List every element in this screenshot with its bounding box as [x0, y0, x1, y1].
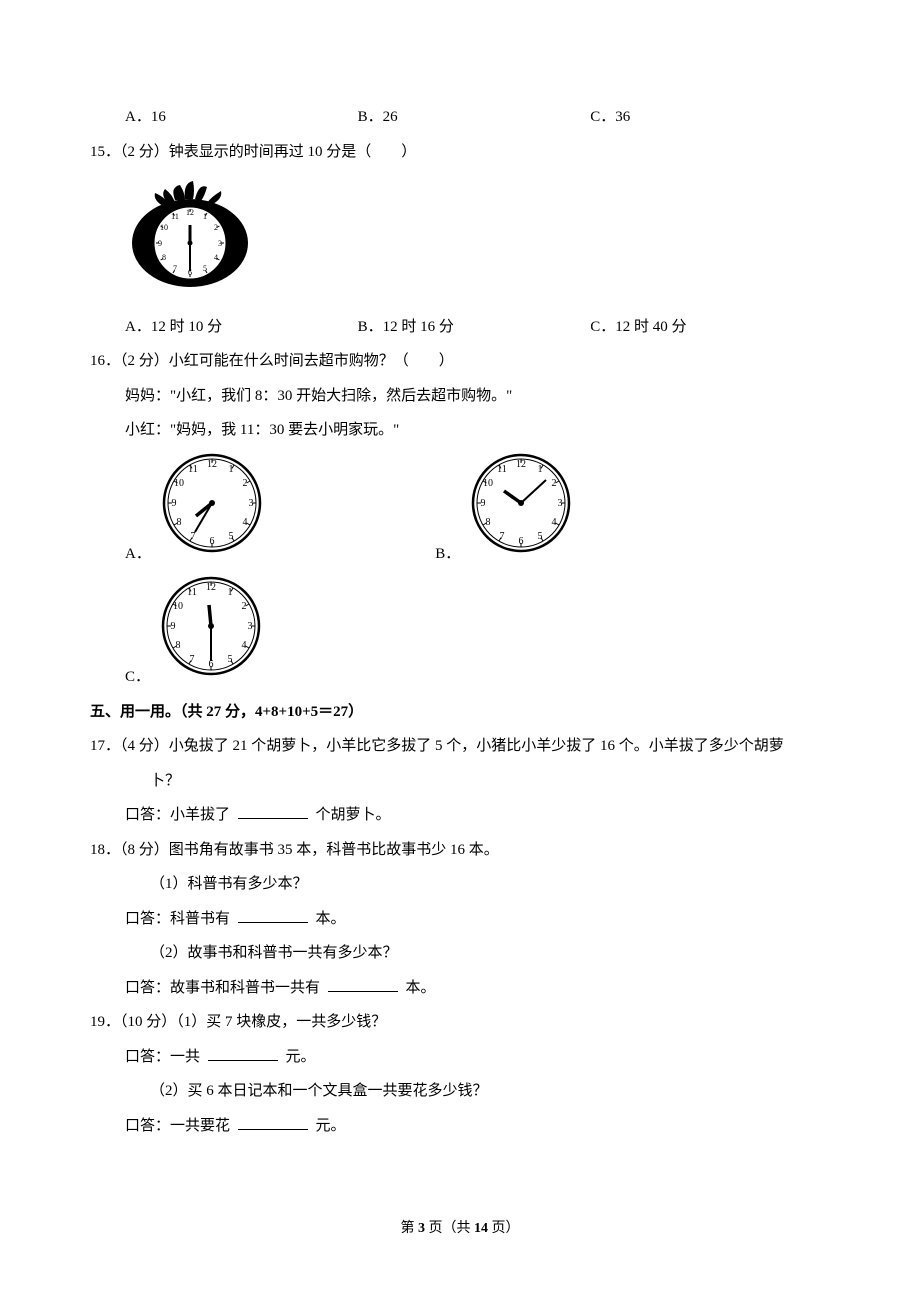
- svg-text:7: 7: [500, 531, 505, 542]
- q19-ans2-prefix: 口答：一共要花: [125, 1118, 230, 1134]
- svg-text:8: 8: [176, 517, 181, 528]
- q16-clock-a: 1212 345 678 91011: [157, 448, 267, 572]
- q16-options-row1: A． 1212 345 678 91011: [90, 448, 830, 572]
- q18-ans1-suffix: 本。: [316, 911, 346, 927]
- svg-text:1: 1: [228, 587, 233, 598]
- svg-text:2: 2: [242, 601, 247, 612]
- q17-answer: 口答：小羊拔了 个胡萝卜。: [90, 798, 830, 833]
- q14-options: A．16 B．26 C．36: [90, 100, 830, 135]
- q16-option-c-wrap: C． 1212 345 678 91011: [125, 571, 435, 695]
- svg-text:10: 10: [160, 223, 168, 232]
- q18-blank2[interactable]: [328, 977, 398, 992]
- svg-text:2: 2: [242, 478, 247, 489]
- svg-text:1: 1: [538, 464, 543, 475]
- q15-option-a: A．12 时 10 分: [125, 310, 358, 345]
- q16-label-b: B．: [435, 537, 460, 572]
- svg-text:7: 7: [190, 654, 195, 665]
- q19-ans1: 口答：一共 元。: [90, 1040, 830, 1075]
- svg-text:10: 10: [173, 601, 183, 612]
- svg-text:9: 9: [171, 498, 176, 509]
- q16-label-a: A．: [125, 537, 151, 572]
- footer-page: 3: [418, 1221, 425, 1236]
- q16-line3: 小红："妈妈，我 11：30 要去小明家玩。": [90, 413, 830, 448]
- svg-text:5: 5: [228, 654, 233, 665]
- svg-text:10: 10: [483, 478, 493, 489]
- q16-option-a-wrap: A． 1212 345 678 91011: [125, 448, 435, 572]
- q18-ans2-suffix: 本。: [406, 980, 436, 996]
- q19-ans1-suffix: 元。: [286, 1049, 316, 1065]
- q17-answer-prefix: 口答：小羊拔了: [125, 807, 230, 823]
- q19-ans2: 口答：一共要花 元。: [90, 1109, 830, 1144]
- footer-prefix: 第: [401, 1221, 419, 1236]
- q18-blank1[interactable]: [238, 908, 308, 923]
- svg-text:4: 4: [552, 517, 557, 528]
- q17-answer-suffix: 个胡萝卜。: [316, 807, 391, 823]
- svg-text:1: 1: [228, 464, 233, 475]
- q15-text: 15．（2 分）钟表显示的时间再过 10 分是（ ）: [90, 135, 830, 170]
- q14-option-b: B．26: [358, 100, 591, 135]
- svg-text:5: 5: [228, 531, 233, 542]
- q14-option-c: C．36: [590, 100, 823, 135]
- q17-text: 17．（4 分）小兔拔了 21 个胡萝卜，小羊比它多拔了 5 个，小猪比小羊少拔…: [90, 729, 830, 764]
- svg-text:9: 9: [481, 498, 486, 509]
- svg-text:5: 5: [538, 531, 543, 542]
- q18-sub1: （1）科普书有多少本？: [90, 867, 830, 902]
- q17-blank[interactable]: [238, 804, 308, 819]
- svg-text:7: 7: [190, 531, 195, 542]
- q16-clock-b: 1212 345 678 91011: [466, 448, 576, 572]
- svg-text:8: 8: [176, 640, 181, 651]
- q16-label-c: C．: [125, 660, 150, 695]
- q19-text: 19．（10 分）（1）买 7 块橡皮，一共多少钱？: [90, 1005, 830, 1040]
- svg-text:2: 2: [552, 478, 557, 489]
- svg-text:11: 11: [497, 464, 507, 475]
- q16-option-b-wrap: B． 1212 345 678 91011: [435, 448, 745, 572]
- q19-ans1-prefix: 口答：一共: [125, 1049, 200, 1065]
- q19-ans2-suffix: 元。: [316, 1118, 346, 1134]
- svg-text:4: 4: [242, 640, 247, 651]
- q18-ans1-prefix: 口答：科普书有: [125, 911, 230, 927]
- q19-sub2: （2）买 6 本日记本和一个文具盒一共要花多少钱？: [90, 1074, 830, 1109]
- footer-total: 14: [474, 1221, 488, 1236]
- q18-text: 18．（8 分）图书角有故事书 35 本，科普书比故事书少 16 本。: [90, 833, 830, 868]
- q18-sub2: （2）故事书和科普书一共有多少本？: [90, 936, 830, 971]
- q18-ans2: 口答：故事书和科普书一共有 本。: [90, 971, 830, 1006]
- q15-option-b: B．12 时 16 分: [358, 310, 591, 345]
- q16-text: 16．（2 分）小红可能在什么时间去超市购物？（ ）: [90, 344, 830, 379]
- svg-text:11: 11: [171, 212, 179, 221]
- footer-suffix: 页）: [488, 1221, 520, 1236]
- q19-blank2[interactable]: [238, 1115, 308, 1130]
- svg-text:4: 4: [242, 517, 247, 528]
- svg-text:11: 11: [188, 464, 198, 475]
- q18-ans2-prefix: 口答：故事书和科普书一共有: [125, 980, 320, 996]
- q15-options: A．12 时 10 分 B．12 时 16 分 C．12 时 40 分: [90, 310, 830, 345]
- footer-mid: 页（共: [425, 1221, 474, 1236]
- q19-blank1[interactable]: [208, 1046, 278, 1061]
- svg-text:8: 8: [162, 253, 166, 262]
- q18-ans1: 口答：科普书有 本。: [90, 902, 830, 937]
- q16-clock-c: 1212 345 678 91011: [156, 571, 266, 695]
- svg-text:9: 9: [171, 621, 176, 632]
- q15-clock: 12 1 2 3 4 5 6 7 8 9 10 11: [90, 175, 830, 304]
- section5-title: 五、用一用。（共 27 分，4+8+10+5＝27）: [90, 695, 830, 730]
- svg-text:10: 10: [174, 478, 184, 489]
- q16-line2: 妈妈："小红，我们 8：30 开始大扫除，然后去超市购物。": [90, 379, 830, 414]
- q16-options-row2: C． 1212 345 678 91011: [90, 571, 830, 695]
- svg-text:11: 11: [187, 587, 197, 598]
- svg-text:8: 8: [486, 517, 491, 528]
- page-footer: 第 3 页（共 14 页）: [90, 1213, 830, 1245]
- q17-text-cont: 卜？: [90, 764, 830, 799]
- q15-option-c: C．12 时 40 分: [590, 310, 823, 345]
- svg-text:4: 4: [214, 253, 218, 262]
- q14-option-a: A．16: [125, 100, 358, 135]
